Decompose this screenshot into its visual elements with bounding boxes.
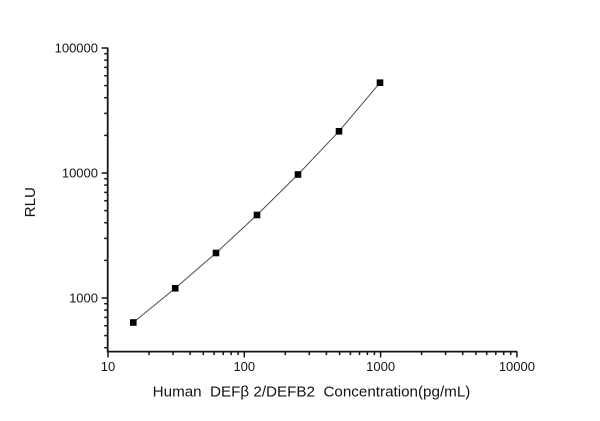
svg-text:100000: 100000 — [55, 41, 98, 56]
svg-text:10000: 10000 — [62, 166, 98, 181]
svg-text:10: 10 — [101, 359, 115, 374]
svg-text:Human DEFβ 2/DEFB2 Concentra: Human DEFβ 2/DEFB2 Concentration(pg/mL) — [153, 383, 471, 400]
svg-text:10000: 10000 — [499, 359, 535, 374]
svg-text:1000: 1000 — [366, 359, 395, 374]
svg-text:RLU: RLU — [22, 187, 39, 217]
svg-text:100: 100 — [233, 359, 255, 374]
svg-text:1000: 1000 — [69, 291, 98, 306]
